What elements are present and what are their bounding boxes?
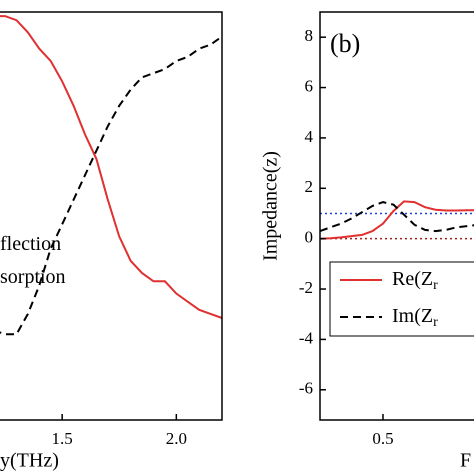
y-tick-label: 6 [305,76,314,95]
y-tick-label: 8 [305,26,314,45]
plot-frame [0,11,223,421]
y-tick-label: -6 [299,379,313,398]
legend-label: Re(Zr [392,268,438,294]
x-axis-label: F [460,450,471,472]
y-axis-label: Impedance(z) [260,151,282,261]
legend-label-main: sorption [0,266,66,288]
panel-label: (b) [330,29,360,58]
series-line [0,15,222,319]
y-tick-label: 2 [305,177,314,196]
x-tick-label: 0.5 [372,429,393,448]
series-line [320,201,474,233]
legend-label: sorption [0,266,66,288]
legend-label: flection [0,233,61,255]
y-tick-label: 0 [305,228,314,247]
series-line [0,35,222,336]
legend-label-sub: r [433,315,438,330]
legend-box [329,261,474,337]
legend-label-main: Im(Z [392,305,433,327]
legend-label-sub: r [433,278,438,293]
y-tick-label: -2 [299,278,313,297]
x-axis-label: y(THz) [0,450,59,472]
y-tick-label: 4 [305,127,314,146]
plot-area [0,15,222,336]
legend-label-main: Re(Z [392,268,433,290]
legend-label: Im(Zr [392,305,438,331]
series-line [320,200,474,240]
x-tick-label: 1.5 [52,429,73,448]
y-tick-label: -4 [299,328,314,347]
x-tick-label: 2.0 [166,429,187,448]
plot-frame [319,11,474,421]
legend-label-main: flection [0,233,61,255]
plot-area [320,200,474,240]
